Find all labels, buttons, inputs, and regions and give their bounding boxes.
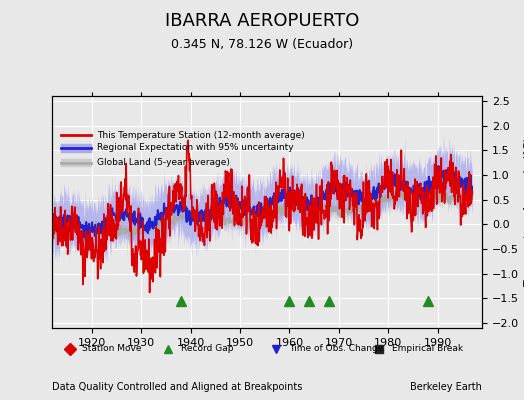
Text: Data Quality Controlled and Aligned at Breakpoints: Data Quality Controlled and Aligned at B… bbox=[52, 382, 303, 392]
Text: Berkeley Earth: Berkeley Earth bbox=[410, 382, 482, 392]
Text: Regional Expectation with 95% uncertainty: Regional Expectation with 95% uncertaint… bbox=[97, 144, 294, 152]
Text: This Temperature Station (12-month average): This Temperature Station (12-month avera… bbox=[97, 130, 305, 140]
Text: Time of Obs. Change: Time of Obs. Change bbox=[289, 344, 383, 353]
Text: Empirical Break: Empirical Break bbox=[392, 344, 463, 353]
Text: Station Move: Station Move bbox=[82, 344, 142, 353]
Text: Record Gap: Record Gap bbox=[181, 344, 234, 353]
Text: 0.345 N, 78.126 W (Ecuador): 0.345 N, 78.126 W (Ecuador) bbox=[171, 38, 353, 51]
Text: Global Land (5-year average): Global Land (5-year average) bbox=[97, 158, 230, 167]
Text: IBARRA AEROPUERTO: IBARRA AEROPUERTO bbox=[165, 12, 359, 30]
